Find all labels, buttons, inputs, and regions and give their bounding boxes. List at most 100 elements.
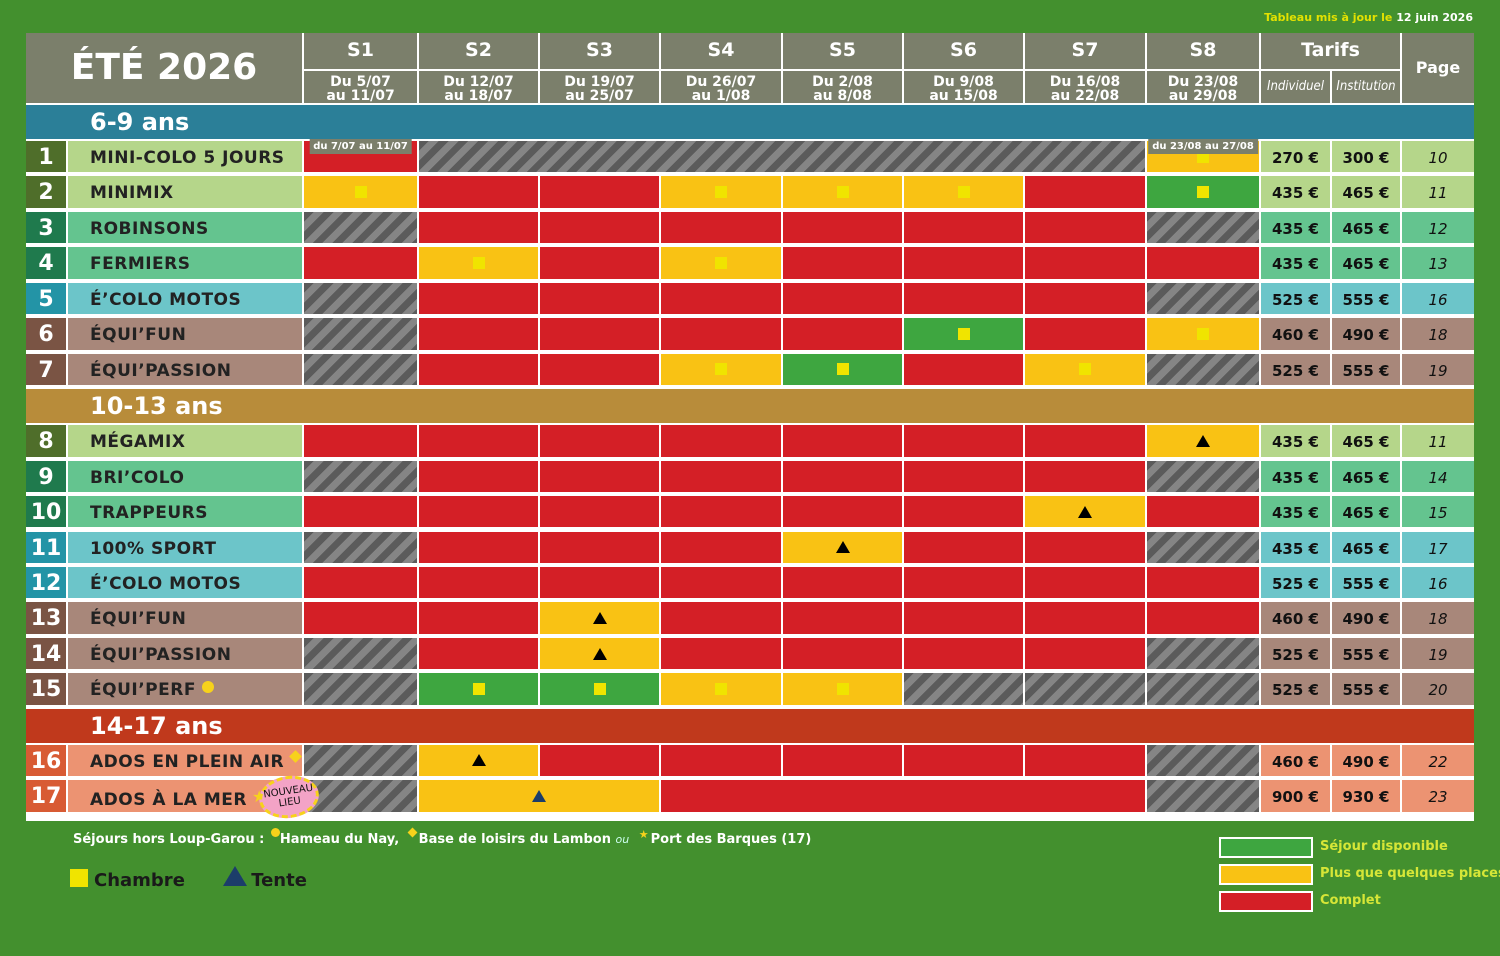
week-start: Du 9/08: [933, 74, 994, 90]
sejour-name: FERMIERS: [68, 247, 302, 279]
availability-cell-complet: [661, 566, 781, 599]
availability-cell-complet: [419, 637, 538, 670]
availability-cell-complet: [1025, 282, 1145, 315]
availability-cell-complet: [540, 425, 659, 457]
availability-cell-complet: du 7/07 au 11/07: [304, 139, 417, 173]
row-number: 15: [26, 673, 66, 705]
row-number: 14: [26, 637, 66, 670]
week-dates-s1: Du 5/07 au 11/07: [304, 71, 417, 103]
week-end: au 29/08: [1168, 88, 1238, 104]
sejour-name: ADOS EN PLEIN AIR: [68, 744, 302, 777]
tent-triangle-icon: [471, 754, 486, 767]
week-dates-s2: Du 12/07 au 18/07: [419, 71, 538, 103]
price-individuel: 435 €: [1261, 211, 1330, 244]
sejour-name: ROBINSONS: [68, 211, 302, 244]
legend-available: Séjour disponible: [1219, 837, 1479, 859]
sejour-name-text: ADOS EN PLEIN AIR: [90, 751, 285, 772]
availability-cell-complet: [540, 353, 659, 386]
availability-cell-quelques-places: [540, 602, 659, 634]
availability-cell-complet: [1025, 247, 1145, 279]
room-square-icon: [1079, 363, 1091, 376]
availability-cell-complet: [1025, 602, 1145, 634]
availability-cell-complet: [540, 531, 659, 563]
availability-cell-complet: [783, 318, 902, 350]
room-square-icon: [715, 186, 727, 199]
availability-cell-complet: [540, 566, 659, 599]
availability-cell-quelques-places: [1025, 353, 1145, 386]
page-number: 18: [1402, 602, 1474, 634]
legend-swatch-full: [1219, 891, 1313, 912]
availability-cell-complet: [1025, 566, 1145, 599]
availability-cell-complet: [904, 247, 1023, 279]
availability-cell-complet: [783, 460, 902, 493]
tarif-institution-header: Institution: [1332, 71, 1400, 103]
price-individuel: 525 €: [1261, 673, 1330, 705]
sejour-name: MINIMIX: [68, 176, 302, 208]
week-dates-s8: Du 23/08 au 29/08: [1147, 71, 1259, 103]
page-number: 15: [1402, 496, 1474, 528]
availability-cell-non-proposee: [304, 282, 417, 315]
week-end: au 15/08: [929, 88, 998, 104]
availability-cell-complet: [661, 318, 781, 350]
availability-cell-non-proposee: [1147, 460, 1259, 493]
availability-cell-complet: [661, 637, 781, 670]
availability-cell-quelques-places: [904, 176, 1023, 208]
dot-icon: [201, 681, 214, 694]
room-square-icon: [354, 186, 367, 199]
price-individuel: 435 €: [1261, 425, 1330, 457]
row-number: 17: [26, 780, 66, 812]
page-number: 23: [1402, 780, 1474, 812]
sejour-name-text: ÉQUI’PASSION: [90, 644, 232, 665]
week-label-s1: S1: [304, 33, 417, 69]
week-end: au 8/08: [813, 88, 872, 104]
availability-cell-complet: [783, 211, 902, 244]
availability-cell-complet: [304, 602, 417, 634]
legend-label-few: Plus que quelques places: [1320, 866, 1500, 881]
week-end: au 22/08: [1050, 88, 1120, 104]
page-number: 12: [1402, 211, 1474, 244]
row-number: 2: [26, 176, 66, 208]
availability-cell-complet: [419, 353, 538, 386]
page-number: 19: [1402, 353, 1474, 386]
availability-cell-complet: [904, 211, 1023, 244]
sejour-name: TRAPPEURS: [68, 496, 302, 528]
availability-cell-complet: [540, 496, 659, 528]
availability-cell-complet: [1025, 460, 1145, 493]
price-institution: 490 €: [1332, 744, 1400, 777]
update-prefix: Tableau mis à jour le: [1264, 11, 1393, 24]
page-number: 19: [1402, 637, 1474, 670]
availability-cell-disponible: [419, 673, 538, 705]
week-label-s3: S3: [540, 33, 659, 69]
availability-cell-non-proposee: [1147, 353, 1259, 386]
footnote-or: ou: [615, 833, 630, 846]
dot-icon: [270, 828, 280, 837]
availability-cell-complet: [661, 496, 781, 528]
price-individuel: 525 €: [1261, 282, 1330, 315]
availability-cell-quelques-places: [540, 637, 659, 670]
price-institution: 555 €: [1332, 566, 1400, 599]
availability-cell-complet: [419, 176, 538, 208]
room-square-icon: [1197, 327, 1209, 340]
page-number: 20: [1402, 673, 1474, 705]
page-number: 17: [1402, 531, 1474, 563]
availability-cell-complet: [419, 318, 538, 350]
availability-cell-complet: [904, 566, 1023, 599]
week-end: au 11/07: [326, 88, 395, 104]
sejour-name-text: BRI’COLO: [90, 467, 185, 488]
week-dates-s4: Du 26/07 au 1/08: [661, 71, 781, 103]
availability-cell-complet: [783, 425, 902, 457]
sejour-name: ÉQUI’FUN: [68, 318, 302, 350]
price-institution: 555 €: [1332, 673, 1400, 705]
week-dates-s6: Du 9/08 au 15/08: [904, 71, 1023, 103]
tent-triangle-icon: [223, 866, 248, 886]
diamond-icon: [407, 827, 418, 838]
price-individuel: 435 €: [1261, 496, 1330, 528]
price-individuel: 270 €: [1261, 141, 1330, 173]
row-number: 8: [26, 425, 66, 457]
sites-footnote: Séjours hors Loup-Garou : Hameau du Nay,…: [73, 827, 811, 847]
sejour-name-text: MINI-COLO 5 JOURS: [90, 148, 285, 168]
room-square-icon: [1197, 186, 1209, 199]
room-square-icon: [836, 363, 849, 376]
tent-triangle-icon: [592, 612, 607, 625]
week-label-s4: S4: [661, 33, 781, 69]
